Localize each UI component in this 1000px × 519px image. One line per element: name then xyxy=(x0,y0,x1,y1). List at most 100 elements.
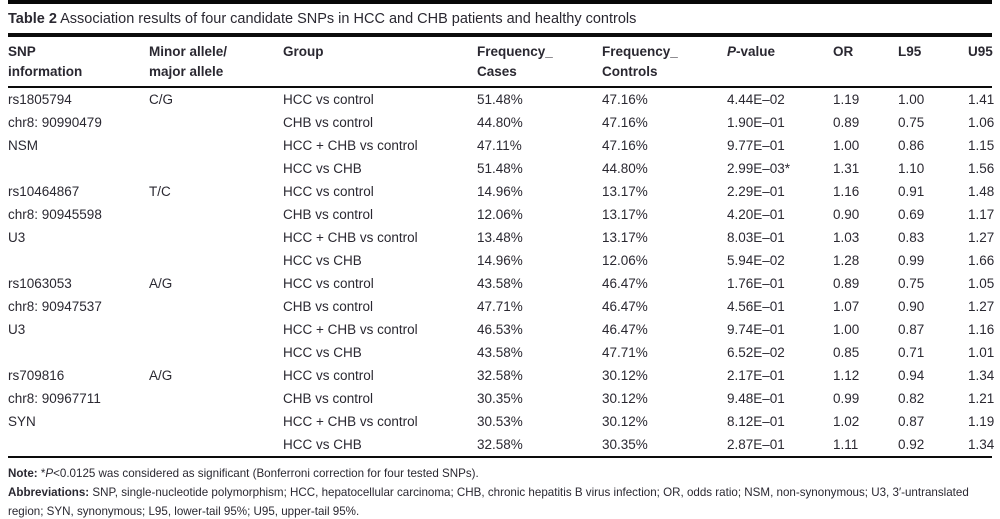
note-text: <0.0125 was considered as significant (B… xyxy=(53,467,479,480)
group-cell: HCC vs CHB xyxy=(283,253,362,268)
header-line: OR xyxy=(833,44,854,59)
l95-cell: 0.83 xyxy=(898,230,925,245)
col-header-frequency-controls: Frequency_ Controls xyxy=(602,37,727,87)
snp-info-cell: chr8: 90947537 xyxy=(8,299,102,314)
p-value-rest: -value xyxy=(736,44,776,59)
abbreviations-line: Abbreviations: SNP, single-nucleotide po… xyxy=(8,483,992,519)
p-value-cell: 9.74E–01 xyxy=(727,322,785,337)
or-cell: 1.00 xyxy=(833,138,860,153)
p-value-cell: 1.76E–01 xyxy=(727,276,785,291)
allele-cell xyxy=(149,226,283,249)
freq-controls-cell: 46.47% xyxy=(602,299,648,314)
col-header-minor-major-allele: Minor allele/ major allele xyxy=(149,37,283,87)
p-value-cell: 4.20E–01 xyxy=(727,207,785,222)
table-row: rs1805794 C/G HCC vs control 51.48% 47.16% 4.… xyxy=(8,87,995,111)
l95-cell: 0.69 xyxy=(898,207,925,222)
allele-cell xyxy=(149,203,283,226)
snp-info-cell xyxy=(8,341,149,364)
table-row: HCC vs CHB 51.48% 44.80% 2.99E–03* 1.31 1.10 1… xyxy=(8,157,995,180)
allele-cell: T/C xyxy=(149,184,171,199)
allele-cell xyxy=(149,249,283,272)
allele-cell xyxy=(149,433,283,457)
table-row: U3 HCC + CHB vs control 46.53% 46.47% 9.74E–… xyxy=(8,318,994,341)
col-header-frequency-cases: Frequency_ Cases xyxy=(477,37,602,87)
col-header-p-value: P-value xyxy=(727,37,833,87)
snp-info-cell: U3 xyxy=(8,230,26,245)
header-line: Group xyxy=(283,44,324,59)
freq-controls-cell: 13.17% xyxy=(602,207,648,222)
u95-cell: 1.17 xyxy=(968,207,995,222)
l95-cell: 0.87 xyxy=(898,322,925,337)
or-cell: 0.85 xyxy=(833,345,860,360)
group-cell: HCC + CHB vs control xyxy=(283,322,418,337)
note-line: Note: *P<0.0125 was considered as signif… xyxy=(8,464,992,483)
u95-cell: 1.48 xyxy=(968,184,995,199)
note-label: Note: xyxy=(8,467,38,480)
table-row: U3 HCC + CHB vs control 13.48% 13.17% 8.03E–… xyxy=(8,226,994,249)
l95-cell: 1.10 xyxy=(898,161,925,176)
l95-cell: 0.86 xyxy=(898,138,925,153)
freq-cases-cell: 47.11% xyxy=(477,138,522,153)
col-header-group: Group xyxy=(283,37,477,87)
table-title: Table 2 Association results of four cand… xyxy=(8,8,992,30)
l95-cell: 1.00 xyxy=(898,92,925,107)
table-row: rs1063053 A/G HCC vs control 43.58% 46.47% 1.… xyxy=(8,272,995,295)
allele-cell: C/G xyxy=(149,92,174,107)
freq-controls-cell: 12.06% xyxy=(602,253,648,268)
header-line: P-value xyxy=(727,42,831,62)
u95-cell: 1.27 xyxy=(968,299,995,314)
freq-cases-cell: 47.71% xyxy=(477,299,523,314)
header-row: SNP information Minor allele/ major alle… xyxy=(8,37,993,87)
freq-controls-cell: 13.17% xyxy=(602,230,648,245)
l95-cell: 0.99 xyxy=(898,253,925,268)
p-value-cell: 2.99E–03* xyxy=(727,161,791,176)
or-cell: 0.90 xyxy=(833,207,860,222)
header-line: Frequency_ xyxy=(602,44,678,59)
or-cell: 1.19 xyxy=(833,92,860,107)
l95-cell: 0.75 xyxy=(898,276,925,291)
table-footnotes: Note: *P<0.0125 was considered as signif… xyxy=(8,464,992,519)
p-value-cell: 8.03E–01 xyxy=(727,230,785,245)
col-header-snp-information: SNP information xyxy=(8,37,149,87)
or-cell: 1.11 xyxy=(833,437,859,452)
snp-info-cell: chr8: 90945598 xyxy=(8,207,102,222)
p-value-cell: 4.56E–01 xyxy=(727,299,785,314)
group-cell: HCC + CHB vs control xyxy=(283,230,418,245)
allele-cell: A/G xyxy=(149,276,173,291)
abbreviations-text: SNP, single-nucleotide polymorphism; HCC… xyxy=(8,486,969,518)
allele-cell xyxy=(149,157,283,180)
snp-info-cell: rs1805794 xyxy=(8,92,72,107)
freq-cases-cell: 13.48% xyxy=(477,230,523,245)
l95-cell: 0.90 xyxy=(898,299,925,314)
snp-info-cell: NSM xyxy=(8,138,38,153)
p-value-cell: 6.52E–02 xyxy=(727,345,785,360)
allele-cell xyxy=(149,134,283,157)
u95-cell: 1.05 xyxy=(968,276,995,291)
table-row: chr8: 90990479 CHB vs control 44.80% 47.16%… xyxy=(8,111,994,134)
u95-cell: 1.41 xyxy=(968,92,995,107)
group-cell: HCC vs CHB xyxy=(283,437,362,452)
table-row: chr8: 90945598 CHB vs control 12.06% 13.17%… xyxy=(8,203,995,226)
p-value-cell: 1.90E–01 xyxy=(727,115,785,130)
freq-cases-cell: 51.48% xyxy=(477,92,523,107)
group-cell: HCC vs CHB xyxy=(283,161,362,176)
or-cell: 1.28 xyxy=(833,253,860,268)
u95-cell: 1.34 xyxy=(968,437,995,452)
freq-cases-cell: 12.06% xyxy=(477,207,523,222)
freq-controls-cell: 30.12% xyxy=(602,414,648,429)
or-cell: 0.99 xyxy=(833,391,860,406)
p-value-cell: 2.87E–01 xyxy=(727,437,785,452)
table-row: chr8: 90947537 CHB vs control 47.71% 46.47%… xyxy=(8,295,995,318)
or-cell: 0.89 xyxy=(833,276,860,291)
freq-cases-cell: 43.58% xyxy=(477,276,523,291)
table-body: rs1805794 C/G HCC vs control 51.48% 47.16% 4.… xyxy=(8,87,995,457)
freq-cases-cell: 43.58% xyxy=(477,345,523,360)
group-cell: CHB vs control xyxy=(283,207,374,222)
freq-controls-cell: 30.35% xyxy=(602,437,648,452)
u95-cell: 1.56 xyxy=(968,161,995,176)
header-line: SNP xyxy=(8,44,36,59)
freq-controls-cell: 46.47% xyxy=(602,276,648,291)
or-cell: 1.07 xyxy=(833,299,860,314)
or-cell: 1.03 xyxy=(833,230,860,245)
p-value-cell: 8.12E–01 xyxy=(727,414,785,429)
